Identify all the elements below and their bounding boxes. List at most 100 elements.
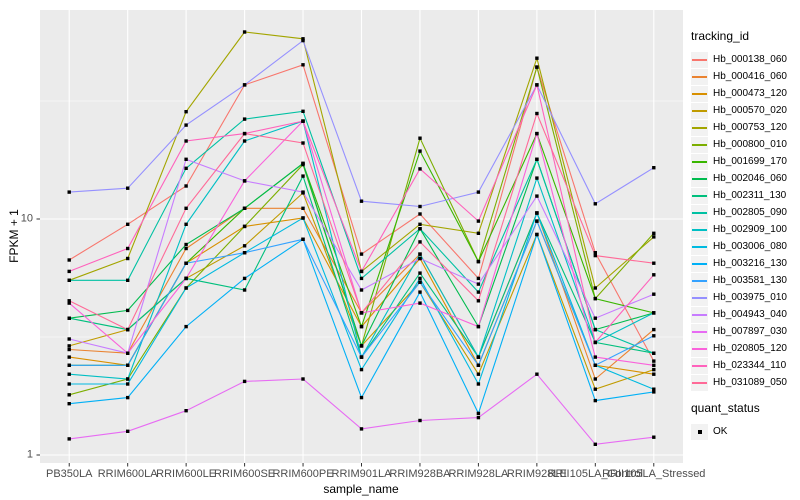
- data-point-marker: [535, 157, 539, 161]
- data-point-marker: [652, 311, 656, 315]
- data-point-marker: [67, 355, 71, 359]
- data-point-marker: [535, 176, 539, 180]
- data-point-marker: [126, 363, 130, 367]
- legend-color-line: [692, 262, 707, 265]
- x-tick-label: RRIM600SE: [214, 468, 276, 480]
- data-point-marker: [593, 387, 597, 391]
- black-square-marker-icon: [697, 429, 702, 434]
- data-point-marker: [418, 240, 422, 244]
- legend-label: Hb_003216_130: [713, 258, 787, 269]
- legend-key-box: [691, 238, 708, 255]
- data-point-marker: [476, 276, 481, 281]
- legend-key-box: [691, 204, 708, 221]
- data-point-marker: [593, 253, 597, 258]
- data-point-marker: [301, 216, 305, 220]
- y-tick-label: 1: [26, 448, 33, 461]
- data-point-marker: [184, 261, 188, 265]
- data-point-marker: [184, 276, 188, 281]
- legend-key-box: [691, 51, 708, 68]
- x-tick-label: PB350LA: [45, 468, 93, 480]
- data-point-marker: [359, 252, 364, 256]
- data-point-marker: [418, 418, 422, 423]
- data-point-marker: [67, 258, 71, 262]
- data-point-marker: [67, 190, 71, 194]
- legend-color-line: [692, 160, 707, 163]
- data-point-marker: [476, 415, 481, 420]
- legend-color-line: [692, 75, 707, 78]
- data-point-marker: [652, 261, 656, 265]
- legend-color-line: [692, 177, 707, 180]
- data-point-marker: [242, 117, 247, 121]
- legend-item-Hb_031089_050: Hb_031089_050: [691, 374, 799, 391]
- legend-color-line: [692, 143, 707, 146]
- legend-key-box: [691, 187, 708, 204]
- data-point-marker: [242, 30, 247, 34]
- data-point-marker: [242, 83, 247, 87]
- data-point-marker: [593, 316, 597, 320]
- legend-key-box: [691, 289, 708, 306]
- legend: tracking_id Hb_000138_060 Hb_000416_060 Hb…: [691, 29, 799, 440]
- legend-label: Hb_002909_100: [713, 224, 787, 235]
- data-point-marker: [535, 111, 539, 116]
- data-point-marker: [359, 355, 364, 359]
- data-point-marker: [126, 351, 130, 355]
- legend-color-line: [692, 58, 707, 61]
- data-point-marker: [242, 206, 247, 210]
- legend-label: Hb_003006_080: [713, 241, 787, 252]
- data-point-marker: [301, 37, 305, 41]
- legend-label: Hb_000138_060: [713, 54, 787, 65]
- legend-item-Hb_000753_120: Hb_000753_120: [691, 119, 799, 136]
- data-point-marker: [301, 141, 305, 145]
- data-point-marker: [652, 327, 656, 332]
- data-point-marker: [67, 269, 71, 274]
- data-point-marker: [126, 382, 130, 386]
- legend-key-box: [691, 340, 708, 357]
- legend-color-line: [692, 211, 707, 214]
- legend-label: Hb_000473_120: [713, 88, 787, 99]
- data-point-marker: [67, 301, 71, 305]
- data-point-marker: [184, 123, 188, 127]
- data-point-marker: [476, 231, 481, 235]
- data-point-marker: [418, 280, 422, 284]
- data-point-marker: [476, 355, 481, 359]
- data-point-marker: [593, 296, 597, 301]
- data-point-marker: [418, 149, 422, 153]
- data-point-marker: [535, 83, 539, 87]
- legend-label: Hb_020805_120: [713, 343, 787, 354]
- data-point-marker: [418, 222, 422, 226]
- data-point-marker: [301, 161, 305, 166]
- data-point-marker: [242, 251, 247, 255]
- data-point-marker: [126, 222, 130, 226]
- legend-label: Hb_000416_060: [713, 71, 787, 82]
- data-point-marker: [535, 194, 539, 198]
- legend-item-Hb_000570_020: Hb_000570_020: [691, 102, 799, 119]
- legend-item-Hb_002805_090: Hb_002805_090: [691, 204, 799, 221]
- data-point-marker: [126, 429, 130, 433]
- data-point-marker: [593, 442, 597, 446]
- data-point-marker: [652, 334, 656, 338]
- data-point-marker: [359, 427, 364, 431]
- legend-item-Hb_004943_040: Hb_004943_040: [691, 306, 799, 323]
- legend-key-box: [691, 374, 708, 391]
- data-point-marker: [476, 190, 481, 194]
- data-point-marker: [535, 211, 539, 215]
- data-point-marker: [418, 290, 422, 294]
- legend-key-box: [691, 153, 708, 170]
- data-point-marker: [67, 316, 71, 320]
- x-tick-label: RRIM600LA: [97, 468, 158, 480]
- legend-key-box: [691, 102, 708, 119]
- legend-color-line: [692, 279, 707, 282]
- data-point-marker: [301, 190, 305, 194]
- legend-item-Hb_000473_120: Hb_000473_120: [691, 85, 799, 102]
- legend-item-Hb_001699_170: Hb_001699_170: [691, 153, 799, 170]
- data-point-marker: [184, 246, 188, 251]
- data-point-marker: [476, 411, 481, 416]
- data-point-marker: [652, 372, 656, 376]
- legend-key-box: [691, 170, 708, 187]
- data-point-marker: [418, 301, 422, 305]
- data-point-marker: [184, 409, 188, 413]
- legend-label: Hb_000800_010: [713, 139, 787, 150]
- legend-color-line: [692, 364, 707, 367]
- legend-label: Hb_002311_130: [713, 190, 787, 201]
- legend-key-box: [691, 68, 708, 85]
